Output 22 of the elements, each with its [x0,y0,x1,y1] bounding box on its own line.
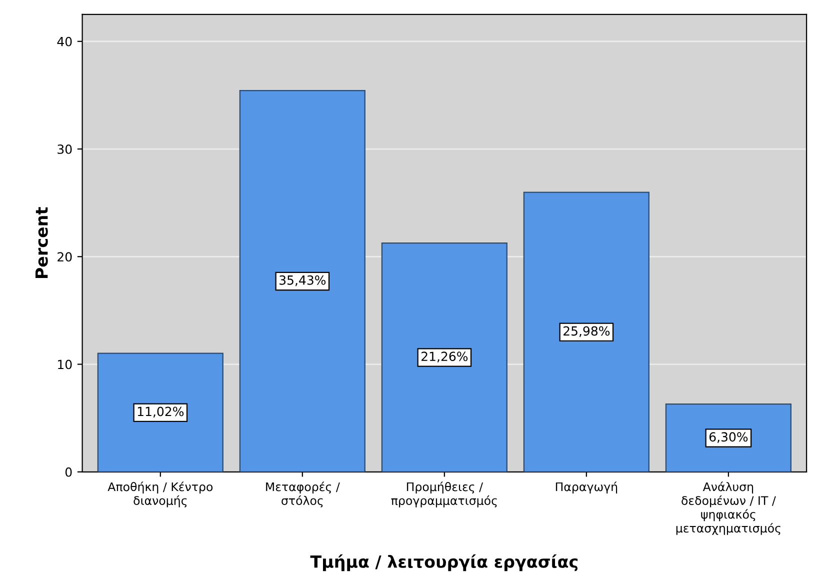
y-axis-title: Percent [36,207,48,278]
bar [239,90,366,472]
x-tick-label: Μεταφορές / στόλος [266,482,340,508]
y-tick-label: 40 [57,36,72,46]
bar [381,242,508,472]
x-tick-label: Παραγωγή [556,482,618,494]
bar [665,404,792,472]
data-label: 35,43% [280,275,326,286]
x-tick-label: Αποθήκη / Κέντρο διανομής [108,482,213,508]
y-tick-label: 10 [58,360,72,370]
y-tick-label: 0 [65,467,72,477]
x-tick-label: Προμήθειες / προγραμματισμός [391,482,497,508]
y-tick-label: 20 [58,252,72,262]
data-label: 21,26% [422,352,468,362]
x-axis-title: Τμήμα / λειτουργία εργασίας [310,554,578,572]
bar [97,352,224,472]
x-tick-label: Ανάλυση δεδομένων / IT / ψηφιακός μετασχηματισμός [676,482,780,535]
data-label: 6,30% [709,432,748,443]
data-label: 25,98% [564,326,610,337]
data-label: 11,02% [138,406,184,418]
bar [523,192,650,472]
y-tick-label: 30 [58,144,72,154]
